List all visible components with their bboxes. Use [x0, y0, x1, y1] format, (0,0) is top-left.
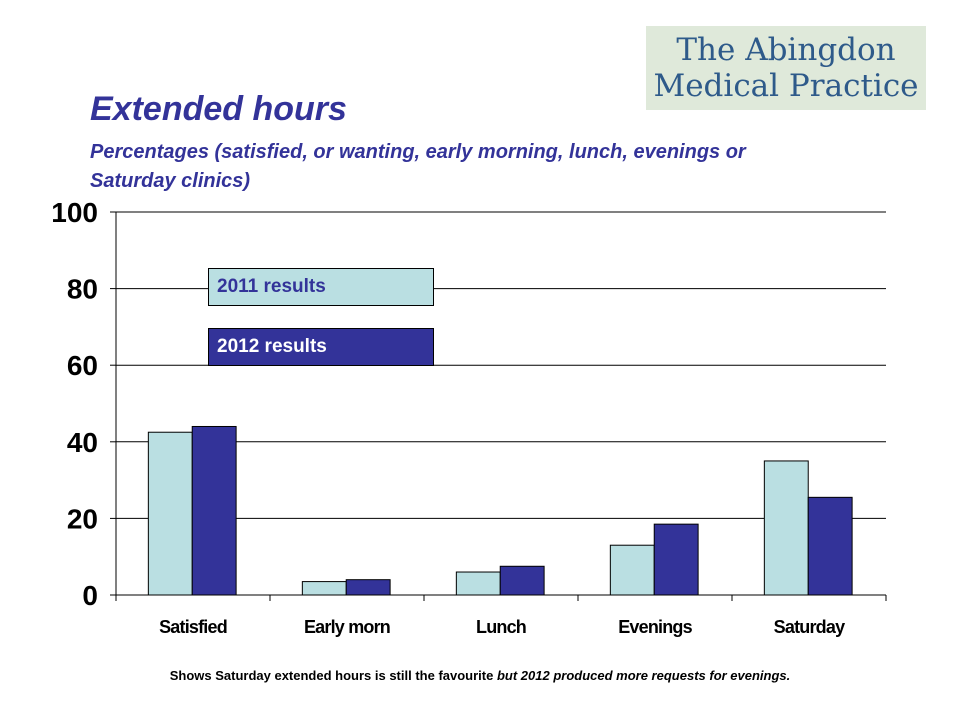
x-tick-label: Early morn	[304, 617, 390, 637]
bar	[653, 523, 699, 596]
footnote-plain: Shows Saturday extended hours is still t…	[169, 668, 497, 683]
bar	[455, 571, 501, 596]
footnote: Shows Saturday extended hours is still t…	[0, 668, 960, 683]
y-tick-label: 20	[67, 503, 98, 534]
x-tick-label: Satisfied	[159, 617, 227, 637]
practice-logo: The Abingdon Medical Practice	[646, 26, 926, 110]
chart-subtitle: Percentages (satisfied, or wanting, earl…	[90, 141, 746, 192]
y-tick-label: 80	[67, 274, 98, 305]
legend-2012: 2012 results	[208, 328, 434, 366]
x-tick-label: Evenings	[618, 617, 692, 637]
bar	[147, 431, 193, 596]
bar	[609, 544, 655, 596]
y-tick-label: 60	[67, 350, 98, 381]
bar	[499, 565, 545, 596]
x-tick-label: Lunch	[476, 617, 526, 637]
chart-title: Extended hours	[90, 90, 347, 128]
bar	[345, 579, 391, 596]
legend-2011: 2011 results	[208, 268, 434, 306]
bar	[763, 460, 809, 596]
y-tick-label: 100	[51, 197, 98, 228]
y-tick-label: 40	[67, 427, 98, 458]
logo-line-2: Medical Practice	[653, 68, 919, 104]
bar	[807, 496, 853, 596]
footnote-italic: but 2012 produced more requests for even…	[496, 668, 791, 683]
logo-line-1: The Abingdon	[676, 32, 896, 68]
bar	[191, 425, 237, 596]
y-tick-label: 0	[82, 580, 98, 611]
bar-chart: 0 20 40 60 80 100 Satisfied Early morn Lunch Even…	[51, 197, 887, 637]
x-tick-label: Saturday	[774, 617, 845, 637]
bar	[301, 581, 347, 596]
